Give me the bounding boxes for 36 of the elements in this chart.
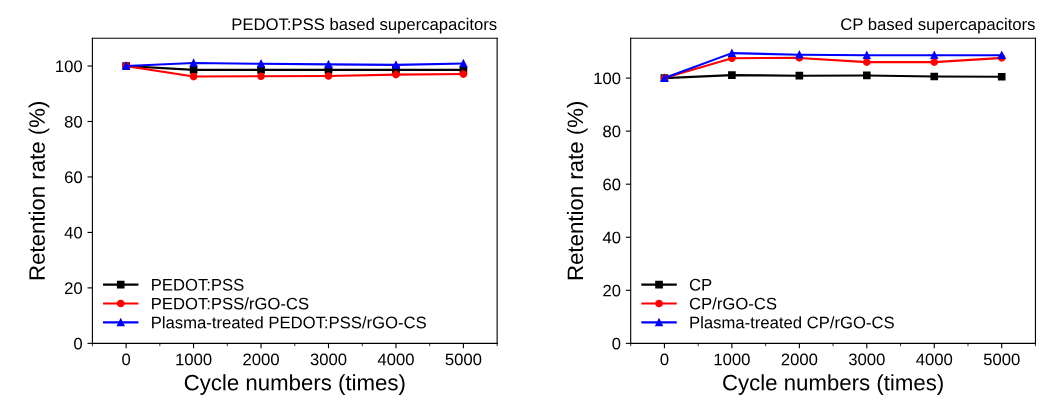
- x-tick-label: 5000: [983, 353, 1020, 366]
- y-tick-label: 100: [594, 72, 621, 85]
- x-tick-label: 0: [122, 353, 131, 366]
- x-tick-label: 4000: [377, 353, 414, 366]
- x-tick-label: 1000: [176, 353, 212, 366]
- x-tick-label: 3000: [310, 353, 347, 366]
- y-tick-label: 20: [603, 284, 621, 297]
- x-tick-label: 5000: [445, 353, 482, 366]
- y-tick-label: 60: [64, 171, 83, 184]
- x-tick-label: 2000: [781, 353, 818, 366]
- y-tick-label: 60: [603, 178, 621, 191]
- x-axis-title: Cycle numbers (times): [184, 374, 405, 395]
- x-tick-label: 3000: [848, 353, 885, 366]
- y-tick-label: 40: [602, 231, 621, 244]
- y-tick-label: 20: [64, 282, 83, 295]
- x-tick-label: 2000: [243, 353, 279, 366]
- y-tick-label: 0: [74, 337, 83, 350]
- y-axis-title: Retention rate (%): [28, 102, 50, 280]
- chart-title: CP based supercapacitors: [841, 17, 1035, 34]
- x-tick-label: 1000: [714, 353, 750, 366]
- x-tick-label: 0: [660, 353, 669, 366]
- legend-label: Plasma-treated CP/rGO-CS: [690, 316, 894, 329]
- y-axis-title: Retention rate (%): [566, 102, 588, 280]
- legend-label: PEDOT:PSS: [152, 278, 244, 291]
- chart-title: PEDOT:PSS based supercapacitors: [232, 17, 497, 34]
- y-tick-label: 0: [612, 337, 621, 350]
- legend-label: CP/rGO-CS: [689, 297, 777, 310]
- legend-label: PEDOT:PSS/rGO-CS: [152, 297, 309, 310]
- y-tick-label: 80: [64, 115, 83, 128]
- y-tick-label: 40: [64, 226, 83, 239]
- x-tick-label: 4000: [916, 353, 953, 366]
- legend-label: Plasma-treated PEDOT:PSS/rGO-CS: [152, 316, 426, 329]
- y-tick-label: 80: [603, 125, 621, 138]
- x-axis-title: Cycle numbers (times): [723, 374, 943, 395]
- legend-label: CP: [689, 278, 712, 291]
- y-tick-label: 100: [56, 60, 83, 73]
